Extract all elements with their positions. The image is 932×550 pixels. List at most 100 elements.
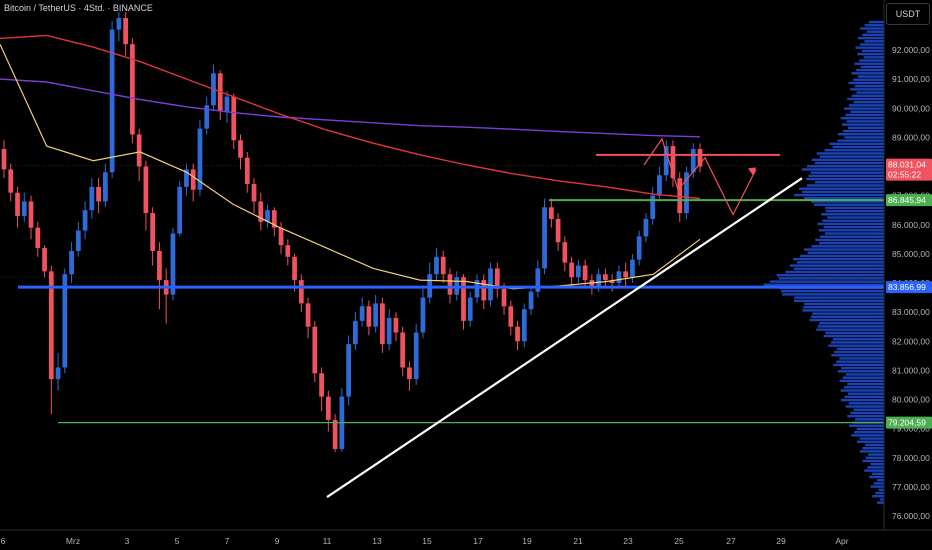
volume-profile-bar <box>840 116 884 120</box>
volume-profile-bar <box>856 440 884 443</box>
volume-profile-bar <box>825 206 884 210</box>
volume-profile-bar <box>794 193 884 197</box>
volume-profile-bar <box>794 296 884 299</box>
price-tag <box>886 158 932 181</box>
volume-profile-bar <box>841 366 884 370</box>
volume-profile-bar <box>848 104 884 107</box>
volume-profile-bar <box>815 181 884 184</box>
volume-profile-bar <box>806 177 884 181</box>
volume-profile-bar <box>836 347 884 351</box>
candle-body <box>481 280 487 301</box>
candle-body <box>265 210 270 222</box>
price-tag-label: 88.031,04 <box>888 160 926 170</box>
ma-fast-line <box>0 43 701 290</box>
candle-body <box>1 149 7 170</box>
currency-badge[interactable]: USDT <box>886 3 930 25</box>
candle-body <box>373 303 379 327</box>
price-tick-label: 76.000,00 <box>892 511 930 521</box>
candle-body <box>623 271 629 278</box>
time-tick-label: 15 <box>422 536 432 546</box>
candle-body <box>393 317 399 333</box>
volume-profile-bar <box>822 219 884 222</box>
volume-profile-bar <box>789 264 884 267</box>
volume-profile-bar <box>829 142 884 146</box>
volume-profile-bar <box>809 318 884 322</box>
volume-profile-bar <box>853 78 884 81</box>
price-tick-label: 86.000,00 <box>892 220 930 230</box>
volume-profile-bar <box>850 88 884 91</box>
candle-body <box>596 274 602 286</box>
candle-body <box>204 105 210 129</box>
candle-body <box>130 44 135 135</box>
time-tick-label: 5 <box>175 536 180 546</box>
volume-profile-bar <box>865 443 884 447</box>
price-axis[interactable]: 92.000,00 91.000,00 90.000,00 89.000,00 88.0… <box>883 0 932 530</box>
volume-profile-bar <box>807 251 884 254</box>
time-tick-label: 21 <box>573 536 583 546</box>
candle-body <box>82 210 88 231</box>
volume-profile-bar <box>859 59 884 62</box>
volume-profile-bar <box>856 91 884 94</box>
candle-body <box>28 201 34 228</box>
candle-body <box>278 227 284 246</box>
volume-profile-bar <box>825 331 884 335</box>
candle-body <box>603 274 608 281</box>
price-tick-label: 91.000,00 <box>892 74 930 84</box>
volume-profile-bar <box>793 267 884 270</box>
candle-body <box>630 259 635 278</box>
volume-profile-bar <box>806 165 884 168</box>
time-tick-label: 17 <box>473 536 483 546</box>
volume-profile-bar <box>847 414 884 418</box>
candle-body <box>528 291 534 310</box>
volume-profile-bar <box>853 100 884 104</box>
volume-profile-bar <box>776 273 884 277</box>
volume-profile-bar <box>804 248 884 251</box>
candle-body <box>8 169 14 193</box>
candle-body <box>325 396 331 420</box>
volume-profile-bar <box>828 344 884 347</box>
time-axis[interactable]: 6 Mrz 3 5 7 9 11 13 15 17 19 21 23 25 27 29 Apr <box>0 529 932 550</box>
candle-body <box>576 265 581 278</box>
price-tick-label: 82.000,00 <box>892 336 930 346</box>
projection-path[interactable] <box>643 137 757 216</box>
volume-profile-bar <box>800 254 884 258</box>
candle-body <box>650 195 656 219</box>
candle-body <box>312 326 318 374</box>
volume-profile-bar <box>785 270 884 274</box>
volume-profile-bar <box>816 152 884 155</box>
candle-body <box>197 128 203 190</box>
candle-body <box>190 169 196 190</box>
candle-body <box>359 306 365 321</box>
volume-profile-bar <box>802 190 884 194</box>
volume-profile-bar <box>816 328 884 331</box>
candle-body <box>366 306 372 327</box>
candle-body <box>467 297 473 321</box>
volume-profile-bar <box>862 33 884 37</box>
candle-body <box>569 262 574 278</box>
candle-body <box>69 250 74 275</box>
time-tick-label: 27 <box>726 536 736 546</box>
candle-body <box>109 29 115 173</box>
volume-profile-bar <box>845 113 884 117</box>
volume-profile-bar <box>799 187 884 190</box>
ma-slow-line <box>0 78 701 138</box>
ma-mid-line <box>0 34 701 200</box>
volume-profile-bar <box>807 184 884 187</box>
candle-body <box>136 134 142 167</box>
candle-body <box>319 373 324 397</box>
price-tag-label: 83.856,99 <box>888 282 926 292</box>
volume-profile-bar <box>851 72 884 75</box>
volume-profile-bar <box>845 373 884 376</box>
candle-body <box>684 172 689 214</box>
volume-profile-bar <box>844 136 884 139</box>
volume-profile-bar <box>802 309 884 312</box>
price-tick-label: 80.000,00 <box>892 395 930 405</box>
ascending-trendline[interactable] <box>326 177 803 498</box>
candle-body <box>298 280 304 304</box>
drawings <box>18 137 884 498</box>
volume-profile-bar <box>855 418 884 421</box>
volume-profile-bar <box>812 312 884 315</box>
candle-body <box>353 320 358 345</box>
volume-profile-bar <box>876 479 884 482</box>
